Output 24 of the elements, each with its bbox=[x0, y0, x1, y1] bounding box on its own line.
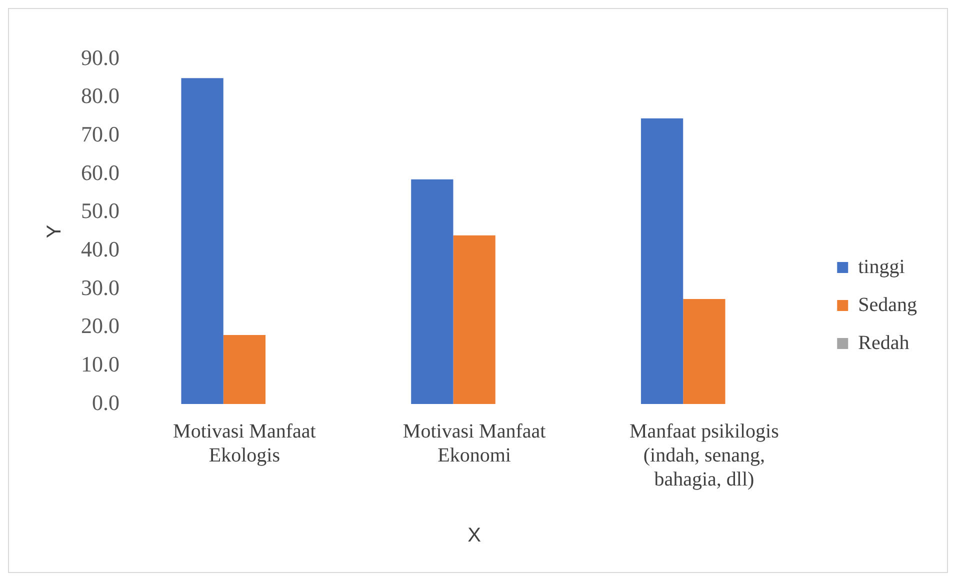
bar bbox=[411, 179, 454, 404]
legend-label: Sedang bbox=[858, 294, 918, 316]
y-tick-label: 80.0 bbox=[81, 83, 120, 108]
y-tick-label: 20.0 bbox=[81, 313, 120, 338]
bar bbox=[453, 235, 496, 404]
legend-label: Redah bbox=[858, 332, 910, 354]
bar bbox=[223, 335, 266, 404]
x-tick-label: Motivasi Manfaat Ekologis bbox=[173, 420, 316, 466]
y-tick-label: 40.0 bbox=[81, 236, 120, 262]
legend-label: tinggi bbox=[858, 256, 906, 278]
y-tick-label: 0.0 bbox=[92, 390, 120, 415]
y-tick-label: 30.0 bbox=[81, 274, 120, 300]
bar bbox=[640, 118, 684, 404]
y-tick-label: 70.0 bbox=[81, 121, 120, 146]
y-tick-label: 60.0 bbox=[81, 160, 120, 185]
bar bbox=[683, 298, 726, 404]
y-tick-label: 50.0 bbox=[81, 198, 120, 224]
y-tick-label: 90.0 bbox=[81, 44, 120, 70]
x-tick-label: Motivasi Manfaat Ekonomi bbox=[402, 420, 546, 466]
y-tick-label: 10.0 bbox=[81, 351, 120, 376]
y-axis-title: Y bbox=[44, 224, 66, 238]
x-tick-label: Manfaat psikilogis (indah, senang, bahagia, dll) bbox=[629, 420, 780, 490]
x-axis-title: X bbox=[468, 524, 481, 547]
bar bbox=[181, 78, 224, 404]
